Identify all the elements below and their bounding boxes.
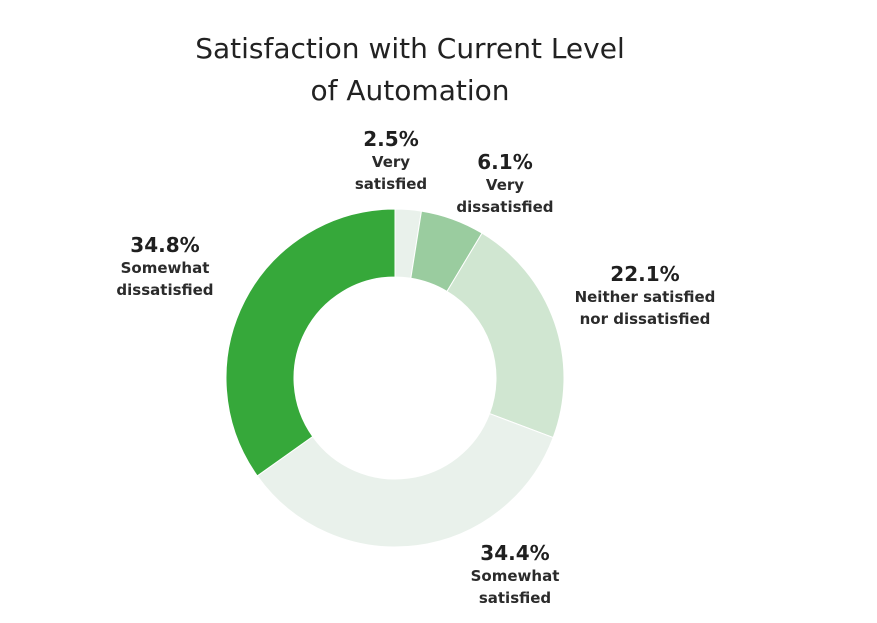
pct-somewhat-satisfied: 34.4% [480,541,550,565]
chart-title-line1: Satisfaction with Current Level [195,32,625,65]
name-neither-line2: nor dissatisfied [579,310,711,328]
name-very-dissatisfied-line2: dissatisfied [456,198,554,216]
name-neither-line1: Neither satisfied [574,288,716,306]
name-somewhat-dissatisfied-line1: Somewhat [120,259,210,277]
label-somewhat-dissatisfied: 34.8% Somewhat dissatisfied [95,233,235,301]
label-very-dissatisfied: 6.1% Very dissatisfied [440,150,570,218]
slice-neither [446,232,565,439]
label-neither: 22.1% Neither satisfied nor dissatisfied [560,262,730,330]
slice-somewhat-dissatisfied [225,208,396,477]
slice-somewhat-satisfied [256,412,554,548]
name-somewhat-satisfied-line2: satisfied [478,589,552,607]
pct-very-dissatisfied: 6.1% [477,150,533,174]
pct-very-satisfied: 2.5% [363,127,419,151]
name-very-satisfied-line2: satisfied [354,175,428,193]
name-somewhat-satisfied-line1: Somewhat [470,567,560,585]
pct-neither: 22.1% [610,262,680,286]
pct-somewhat-dissatisfied: 34.8% [130,233,200,257]
label-very-satisfied: 2.5% Very satisfied [331,127,451,195]
chart-title-line2: of Automation [310,74,510,107]
name-somewhat-dissatisfied-line2: dissatisfied [116,281,214,299]
chart-title: Satisfaction with Current Level of Autom… [80,28,740,112]
name-very-dissatisfied-line1: Very [485,176,525,194]
name-very-satisfied-line1: Very [371,153,411,171]
label-somewhat-satisfied: 34.4% Somewhat satisfied [450,541,580,609]
